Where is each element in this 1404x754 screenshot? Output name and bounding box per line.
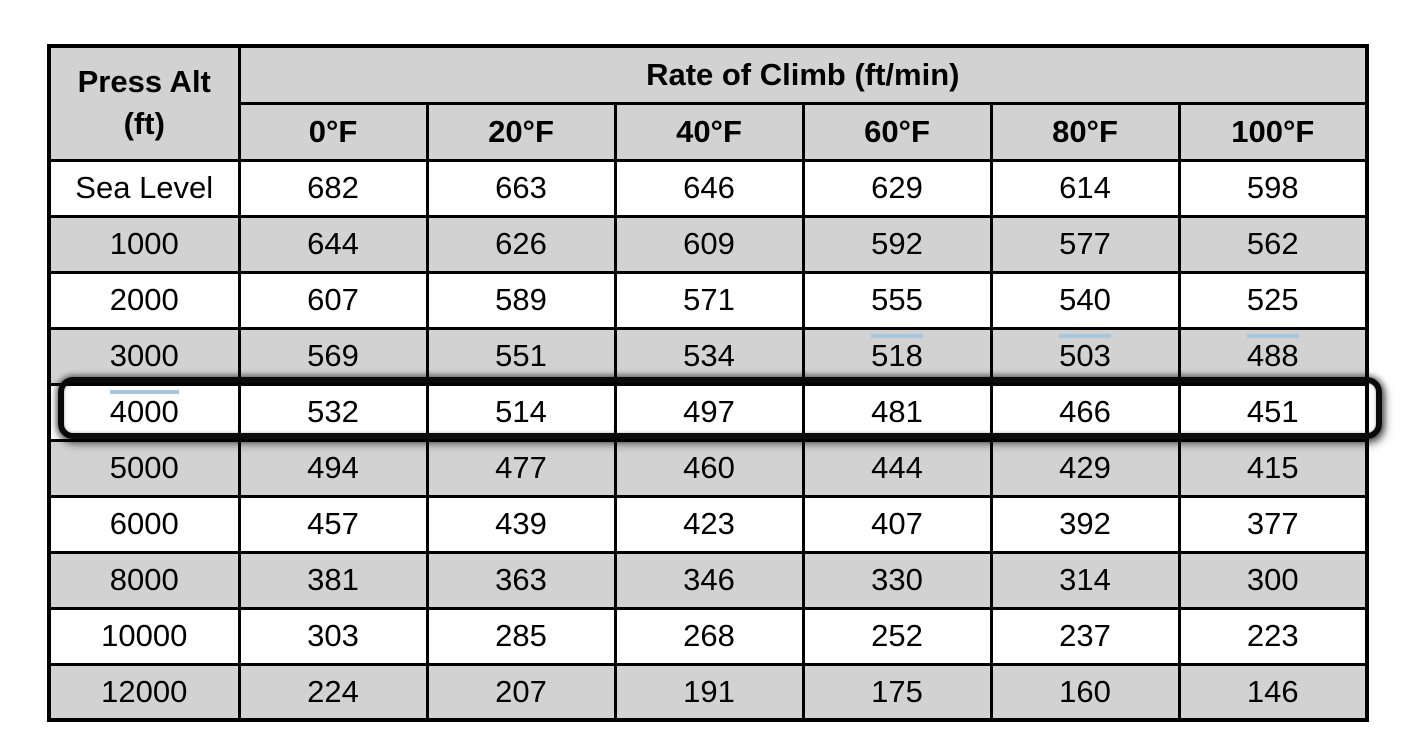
cell-roc: 285 (425, 606, 617, 666)
table-row-5000: 5000 494 477 460 444 429 415 (47, 438, 1369, 498)
annotated-cell-roc: 488 (1246, 334, 1299, 374)
cell-roc: 569 (237, 326, 429, 386)
cell-roc: 237 (989, 606, 1181, 666)
row-header-alt: 10000 (47, 606, 241, 666)
cell-roc: 488 (1177, 326, 1369, 386)
cell-roc: 392 (989, 494, 1181, 554)
temp-header-40f: 40°F (613, 101, 805, 162)
temp-header-100f: 100°F (1177, 101, 1369, 162)
cell-roc: 146 (1177, 662, 1369, 722)
temp-header-60f: 60°F (801, 101, 993, 162)
cell-roc: 415 (1177, 438, 1369, 498)
cell-roc: 223 (1177, 606, 1369, 666)
cell-roc: 503 (989, 326, 1181, 386)
cell-roc: 330 (801, 550, 993, 610)
cell-roc: 460 (613, 438, 805, 498)
cell-roc: 252 (801, 606, 993, 666)
cell-roc: 518 (801, 326, 993, 386)
cell-roc: 607 (237, 270, 429, 330)
cell-roc: 532 (237, 382, 429, 442)
cell-roc: 609 (613, 214, 805, 274)
cell-roc: 534 (613, 326, 805, 386)
row-header-alt: 4000 (47, 382, 241, 442)
temp-header-80f: 80°F (989, 101, 1181, 162)
cell-roc: 303 (237, 606, 429, 666)
row-header-alt: 2000 (47, 270, 241, 330)
table-row-2000: 2000 607 589 571 555 540 525 (47, 270, 1369, 330)
cell-roc: 191 (613, 662, 805, 722)
cell-roc: 439 (425, 494, 617, 554)
cell-roc: 381 (237, 550, 429, 610)
cell-roc: 494 (237, 438, 429, 498)
header-row-banner: Press Alt (ft) Rate of Climb (ft/min) (47, 44, 1369, 162)
cell-roc: 444 (801, 438, 993, 498)
annotated-cell-roc: 503 (1059, 334, 1111, 374)
annotated-cell-roc: 518 (871, 334, 923, 374)
cell-roc: 629 (801, 158, 993, 218)
cell-roc: 466 (989, 382, 1181, 442)
cell-roc: 598 (1177, 158, 1369, 218)
cell-roc: 592 (801, 214, 993, 274)
table-row-1000: 1000 644 626 609 592 577 562 (47, 214, 1369, 274)
table-row-3000: 3000 569 551 534 518 503 488 (47, 326, 1369, 386)
row-header-alt: 6000 (47, 494, 241, 554)
cell-roc: 646 (613, 158, 805, 218)
cell-roc: 644 (237, 214, 429, 274)
row-header-alt: 3000 (47, 326, 241, 386)
cell-roc: 514 (425, 382, 617, 442)
cell-roc: 224 (237, 662, 429, 722)
cell-roc: 571 (613, 270, 805, 330)
cell-roc: 407 (801, 494, 993, 554)
cell-roc: 346 (613, 550, 805, 610)
row-header-alt: 8000 (47, 550, 241, 610)
press-alt-line1: Press Alt (77, 64, 211, 100)
cell-roc: 377 (1177, 494, 1369, 554)
annotated-row-header-alt: 4000 (109, 390, 179, 430)
rate-of-climb-banner: Rate of Climb (ft/min) (237, 44, 1369, 105)
cell-roc: 363 (425, 550, 617, 610)
cell-roc: 497 (613, 382, 805, 442)
cell-roc: 207 (425, 662, 617, 722)
cell-roc: 525 (1177, 270, 1369, 330)
temp-header-20f: 20°F (425, 101, 617, 162)
cell-roc: 614 (989, 158, 1181, 218)
cell-roc: 477 (425, 438, 617, 498)
table-row-6000: 6000 457 439 423 407 392 377 (47, 494, 1369, 554)
cell-roc: 663 (425, 158, 617, 218)
table-row-8000: 8000 381 363 346 330 314 300 (47, 550, 1369, 610)
row-header-alt: Sea Level (47, 158, 241, 218)
cell-roc: 175 (801, 662, 993, 722)
table-row-12000: 12000 224 207 191 175 160 146 (47, 662, 1369, 722)
cell-roc: 626 (425, 214, 617, 274)
press-alt-header: Press Alt (ft) (47, 44, 241, 162)
rate-of-climb-table: Press Alt (ft) Rate of Climb (ft/min) 0°… (47, 44, 1370, 722)
cell-roc: 481 (801, 382, 993, 442)
cell-roc: 300 (1177, 550, 1369, 610)
cell-roc: 555 (801, 270, 993, 330)
cell-roc: 540 (989, 270, 1181, 330)
cell-roc: 268 (613, 606, 805, 666)
cell-roc: 451 (1177, 382, 1369, 442)
cell-roc: 562 (1177, 214, 1369, 274)
row-header-alt: 1000 (47, 214, 241, 274)
table-row-10000: 10000 303 285 268 252 237 223 (47, 606, 1369, 666)
press-alt-line2: (ft) (123, 106, 165, 142)
cell-roc: 429 (989, 438, 1181, 498)
cell-roc: 160 (989, 662, 1181, 722)
table-row-sea-level: Sea Level 682 663 646 629 614 598 (47, 158, 1369, 218)
cell-roc: 577 (989, 214, 1181, 274)
cell-roc: 589 (425, 270, 617, 330)
header-row-temps: 0°F 20°F 40°F 60°F 80°F 100°F (49, 101, 1369, 162)
cell-roc: 551 (425, 326, 617, 386)
row-header-alt: 5000 (47, 438, 241, 498)
cell-roc: 314 (989, 550, 1181, 610)
cell-roc: 423 (613, 494, 805, 554)
temp-header-0f: 0°F (237, 101, 429, 162)
cell-roc: 682 (237, 158, 429, 218)
row-header-alt: 12000 (47, 662, 241, 722)
cell-roc: 457 (237, 494, 429, 554)
table-row-4000-highlighted: 4000 532 514 497 481 466 451 (47, 382, 1369, 442)
